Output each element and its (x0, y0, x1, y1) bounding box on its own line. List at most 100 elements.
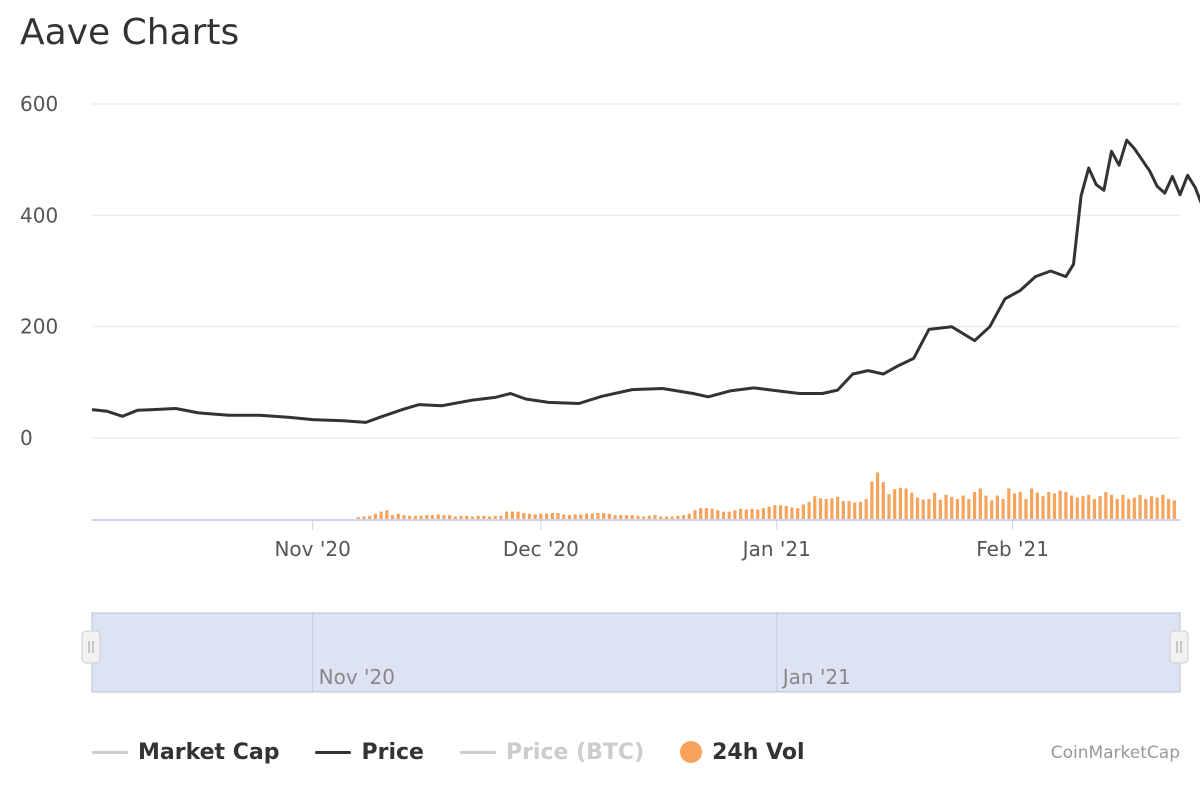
volume-bar (1012, 493, 1017, 520)
volume-bar (710, 508, 714, 520)
volume-bar (990, 500, 994, 520)
volume-bar (1155, 497, 1159, 520)
volume-bar (602, 513, 606, 520)
volume-bar (847, 501, 851, 520)
volume-bar (1098, 496, 1102, 520)
navigator[interactable]: Nov '20 Jan '21 (81, 612, 1189, 693)
volume-bar (624, 515, 629, 520)
volume-bar (716, 510, 720, 520)
volume-bar (636, 515, 640, 520)
volume-bar (1161, 494, 1165, 520)
volume-bar (476, 515, 480, 520)
volume-bar (459, 515, 463, 520)
navigator-handle-right[interactable] (1169, 630, 1189, 664)
navigator-tick-label: Jan '21 (781, 665, 851, 689)
volume-bar (921, 499, 925, 520)
volume-bar (995, 495, 999, 520)
volume-bar (647, 515, 651, 520)
volume-bar (522, 513, 526, 520)
volume-bar (390, 515, 395, 520)
volume-bar (1018, 492, 1022, 520)
volume-bar (607, 513, 611, 520)
volume-bar (533, 514, 537, 520)
y-tick-label-400: 400 (20, 203, 58, 227)
volume-bar (801, 504, 805, 520)
volume-bar (955, 499, 960, 520)
volume-bar (893, 489, 897, 520)
x-axis-ticks: Nov '20 Dec '20 Jan '21 Feb '21 (274, 520, 1049, 561)
x-tick-label: Dec '20 (503, 537, 579, 561)
volume-bar (1104, 492, 1108, 520)
legend-line-swatch (92, 750, 128, 754)
volume-bar (545, 513, 549, 520)
volume-bar (1092, 499, 1097, 520)
legend-label: Price (BTC) (505, 739, 645, 765)
volume-bar (933, 492, 937, 520)
volume-bar (527, 513, 532, 520)
volume-bar (807, 501, 811, 520)
volume-bar (1052, 493, 1057, 520)
volume-bar (396, 513, 400, 520)
volume-bar (670, 516, 674, 520)
legend-item-price[interactable]: Price (315, 739, 424, 765)
volume-bar (590, 513, 594, 520)
volume-bar (858, 501, 863, 520)
volume-bar (756, 509, 760, 520)
legend-label: Price (361, 739, 424, 765)
volume-bar (881, 482, 885, 520)
volume-bar (516, 511, 520, 520)
volume-bar (841, 501, 845, 520)
volume-bar (442, 515, 446, 520)
legend-item-24h-vol[interactable]: 24h Vol (680, 739, 805, 765)
navigator-handle-left[interactable] (81, 630, 101, 664)
volume-bar (465, 515, 469, 520)
volume-bar (379, 511, 383, 520)
volume-bar (470, 516, 475, 520)
volume-bar (910, 492, 914, 520)
legend-label: Market Cap (138, 739, 280, 765)
volume-bar (373, 513, 378, 520)
volume-bar (875, 472, 880, 520)
volume-bar (573, 514, 577, 520)
volume-bar (898, 487, 902, 520)
volume-bar (664, 516, 669, 520)
volume-bar (362, 516, 366, 520)
legend-item-price-btc[interactable]: Price (BTC) (459, 739, 645, 765)
volume-bar (790, 507, 794, 520)
volume-bar (1007, 488, 1011, 520)
volume-bar (681, 515, 686, 520)
volume-bar (1172, 500, 1176, 520)
volume-bar (447, 515, 452, 520)
volume-bar (904, 488, 908, 520)
volume-bar (944, 494, 948, 520)
volume-bar (630, 515, 634, 520)
volume-bar (972, 492, 977, 520)
volume-bar (419, 515, 423, 520)
volume-bar (567, 515, 572, 520)
legend-label: 24h Vol (712, 739, 805, 765)
volume-bar (562, 514, 566, 520)
x-tick-label: Feb '21 (976, 537, 1049, 561)
y-gridlines (92, 103, 1180, 439)
volume-bar (978, 488, 982, 520)
navigator-selection[interactable] (91, 612, 1181, 693)
x-tick-label: Jan '21 (741, 537, 811, 561)
volume-bar (961, 495, 965, 520)
volume-bar (699, 508, 703, 520)
volume-bar (385, 510, 389, 520)
volume-bar (453, 516, 457, 520)
volume-bar (402, 515, 406, 520)
volume-bar (1047, 492, 1051, 520)
navigator-handle-body (81, 630, 101, 664)
credit-link[interactable]: CoinMarketCap (1050, 743, 1180, 763)
volume-bar (761, 508, 766, 520)
navigator-handle-body (1169, 630, 1189, 664)
legend-item-market-cap[interactable]: Market Cap (92, 740, 279, 765)
volume-bar (927, 499, 931, 520)
volume-bar (1109, 494, 1114, 520)
y-tick-label-200: 200 (20, 315, 58, 339)
volume-bar (1041, 496, 1045, 520)
volume-bar (950, 496, 954, 520)
price-series-line[interactable] (91, 138, 1200, 424)
volume-bar (1149, 496, 1154, 520)
